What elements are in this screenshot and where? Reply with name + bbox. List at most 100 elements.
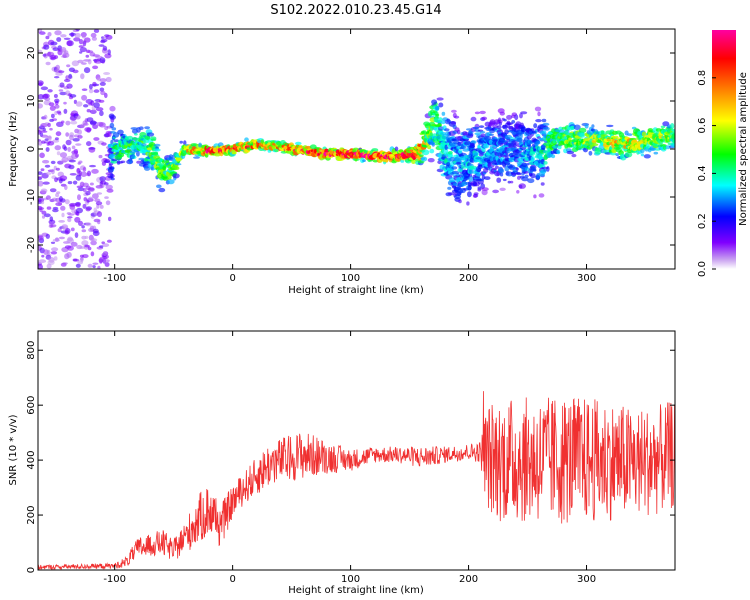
spectrogram-cell — [99, 176, 106, 182]
y-tick-label: 200 — [26, 506, 37, 525]
spectrogram-cell — [75, 263, 81, 268]
spectrogram-cell — [73, 148, 79, 154]
spectrogram-cell — [546, 166, 550, 172]
spectrogram-cell — [492, 189, 499, 194]
spectrogram-cell — [606, 124, 614, 128]
spectrogram-cell — [431, 99, 438, 105]
spectrogram-cell — [530, 156, 535, 162]
spectrogram-cell — [50, 241, 56, 244]
spectrogram-cell — [470, 142, 475, 147]
spectrogram-cell — [158, 187, 166, 193]
spectrogram-cell — [519, 113, 523, 119]
spectrogram-cell — [499, 187, 506, 191]
y-tick-label: 0 — [26, 567, 37, 573]
spectrogram-cell — [533, 123, 538, 129]
spectrogram-cell — [274, 148, 279, 153]
spectrogram-cell — [568, 137, 572, 141]
spectrogram-cell — [81, 34, 86, 39]
spectrogram-cell — [524, 174, 529, 178]
spectrogram-cell — [72, 138, 80, 142]
spectrogram-cell — [49, 105, 56, 111]
spectrogram-cell — [88, 196, 93, 202]
spectrogram-cell — [55, 193, 60, 198]
spectrogram-cell — [479, 110, 486, 115]
spectrogram-cell — [91, 238, 98, 242]
spectrogram-cell — [55, 64, 60, 70]
spectrogram-cell — [52, 47, 59, 51]
spectrogram-cell — [434, 116, 439, 123]
spectrogram-cell — [90, 251, 95, 257]
spectrogram-cell — [66, 83, 73, 89]
snr-xlabel: Height of straight line (km) — [288, 585, 424, 596]
spectrogram-cell — [108, 216, 112, 222]
spectrogram-cell — [51, 118, 58, 121]
spectrogram-cell — [92, 230, 100, 237]
spectrogram-cell — [470, 116, 477, 122]
spectrogram-cell — [41, 254, 45, 258]
spectrogram-cell — [50, 224, 57, 228]
spectrogram-cell — [82, 167, 87, 172]
spectrogram-cell — [75, 174, 82, 181]
spectrogram-cell — [38, 49, 43, 54]
spectrogram-cell — [530, 128, 535, 132]
spectrogram-cell — [81, 88, 88, 91]
spectrogram-cell — [371, 148, 379, 153]
spectrogram-cell — [507, 180, 511, 184]
spectrogram-cell — [48, 102, 55, 107]
spectrogram-cell — [110, 177, 115, 181]
spectrogram-cell — [437, 153, 443, 158]
spectrogram-cell — [79, 47, 87, 53]
spectrogram-cell — [505, 134, 512, 140]
spectrogram-cell — [92, 193, 99, 200]
spectrogram-cell — [421, 149, 430, 156]
spectrogram-cell — [64, 228, 71, 234]
spectrogram-cell — [531, 130, 537, 134]
spectrogram-cell — [96, 192, 103, 195]
spectrogram-cell — [504, 129, 509, 135]
spectrogram-cell — [533, 194, 537, 199]
x-tick-label: 300 — [577, 273, 596, 284]
spectrogram-cell — [107, 49, 111, 56]
spectrogram-cell — [481, 189, 488, 196]
spectrogram-cell — [49, 188, 57, 193]
spectrogram-cell — [473, 152, 479, 157]
spectrogram-cell — [120, 160, 126, 164]
spectrogram-cell — [63, 37, 71, 40]
spectrogram-cell — [38, 176, 43, 179]
spectrogram-cell — [47, 140, 55, 146]
spectrogram-cell — [398, 149, 404, 153]
spectrogram-cell — [588, 150, 593, 156]
spectrogram-cell — [42, 181, 50, 185]
spectrogram-cell — [53, 256, 58, 261]
spectrogram-cell — [117, 129, 124, 135]
spectrogram-cell — [50, 41, 58, 46]
spectrogram-cell — [71, 145, 76, 150]
spectrogram-cell — [69, 94, 77, 98]
spectrogram-cell — [153, 151, 159, 155]
spectrogram-cell — [45, 195, 51, 200]
spectrogram-cell — [58, 201, 62, 206]
spectrogram-cell — [653, 151, 659, 155]
spectrogram-cell — [54, 137, 59, 141]
spectrogram-cell — [74, 32, 81, 39]
spectrogram-cell — [88, 88, 94, 94]
colorbar-gradient — [712, 30, 736, 269]
spectrogram-cell — [83, 122, 89, 126]
spectrogram-cell — [578, 127, 587, 134]
spectrogram-cell — [97, 211, 102, 218]
spectrogram-cell — [68, 73, 73, 79]
spectrogram-cell — [38, 235, 44, 241]
spectrogram-cell — [144, 126, 151, 130]
spectrogram-cell — [99, 110, 104, 117]
spectrogram-cell — [38, 180, 44, 187]
spectrogram-cell — [466, 201, 470, 206]
x-tick-label: 0 — [229, 574, 235, 585]
spectrogram-heatmap — [38, 29, 675, 269]
spectrogram-cell — [477, 188, 482, 192]
spectrogram-cell — [99, 81, 106, 86]
spectrogram-cell — [98, 99, 105, 103]
spectrogram-cell — [515, 172, 521, 175]
spectrogram-cell — [532, 168, 537, 172]
spectrogram-cell — [624, 151, 633, 158]
